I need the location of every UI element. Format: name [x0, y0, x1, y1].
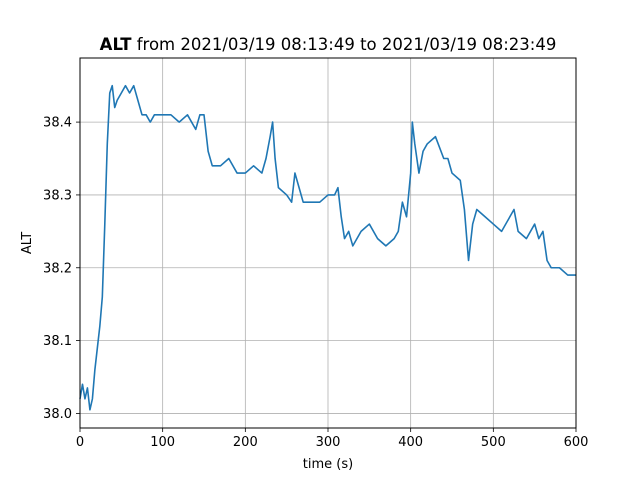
- x-axis-label: time (s): [303, 457, 353, 472]
- x-tick-label: 600: [564, 435, 589, 450]
- y-tick-label: 38.0: [43, 407, 72, 422]
- x-tick-label: 0: [76, 435, 84, 450]
- chart-title-bold: ALT: [100, 35, 133, 54]
- x-tick-label: 200: [233, 435, 258, 450]
- chart-title: ALT from 2021/03/19 08:13:49 to 2021/03/…: [100, 35, 557, 54]
- y-tick-label: 38.1: [43, 334, 72, 349]
- y-tick-label: 38.4: [43, 116, 72, 131]
- y-tick-label: 38.2: [43, 261, 72, 276]
- series-line: [79, 84, 576, 411]
- y-tick-label: 38.3: [43, 188, 72, 203]
- x-tick-label: 100: [150, 435, 175, 450]
- x-tick-label: 500: [481, 435, 506, 450]
- y-axis-label: ALT: [20, 232, 35, 254]
- x-tick-label: 400: [398, 435, 423, 450]
- plot-frame: [79, 57, 577, 429]
- plot-area: [79, 84, 576, 411]
- x-tick-label: 300: [316, 435, 341, 450]
- chart-title-rest: from 2021/03/19 08:13:49 to 2021/03/19 0…: [131, 35, 556, 54]
- axis-ticks: 0 100 200 300 400 500 600 38.0 38.1 38.2 38.3 38.4: [43, 116, 588, 450]
